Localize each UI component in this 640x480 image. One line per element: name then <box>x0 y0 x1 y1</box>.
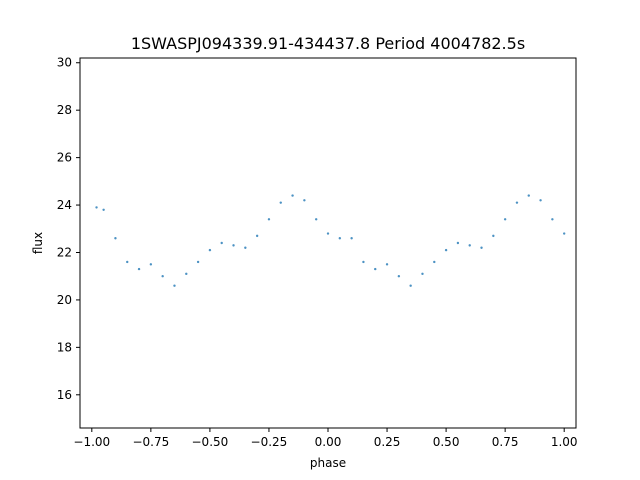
x-tick-label: −1.00 <box>73 435 110 449</box>
data-points <box>95 194 566 287</box>
data-point <box>220 241 223 245</box>
data-point <box>137 267 141 271</box>
y-axis: 16 18 20 22 24 26 28 30 <box>57 56 80 402</box>
x-tick-label: 1.00 <box>551 435 578 449</box>
data-point <box>185 272 188 276</box>
data-point <box>515 201 519 204</box>
x-tick-label: −0.50 <box>192 435 229 449</box>
y-tick-label: 18 <box>57 340 72 354</box>
data-point <box>114 237 117 240</box>
x-tick-label: 0.50 <box>433 435 460 449</box>
data-point <box>255 234 259 238</box>
data-point <box>480 246 483 249</box>
y-tick-label: 24 <box>57 198 72 212</box>
data-point <box>267 218 271 221</box>
data-point <box>338 237 342 240</box>
data-point <box>362 260 365 264</box>
y-tick-label: 20 <box>57 293 72 307</box>
chart-title: 1SWASPJ094339.91-434437.8 Period 4004782… <box>131 34 525 53</box>
data-point <box>232 244 235 247</box>
data-point <box>539 199 542 202</box>
data-point <box>468 244 471 247</box>
data-point <box>173 284 176 287</box>
x-tick-label: 0.75 <box>492 435 519 449</box>
y-axis-label: flux <box>31 232 45 254</box>
data-point <box>421 272 424 276</box>
data-point <box>492 234 495 238</box>
x-axis-label: phase <box>310 456 346 470</box>
x-tick-label: −0.25 <box>251 435 288 449</box>
data-point <box>562 232 566 235</box>
data-point <box>149 263 153 266</box>
data-point <box>244 246 247 249</box>
y-tick-label: 30 <box>57 56 72 70</box>
y-tick-label: 16 <box>57 388 72 402</box>
x-tick-label: 0.00 <box>315 435 342 449</box>
data-point <box>444 248 448 252</box>
data-point <box>527 194 530 197</box>
data-point <box>196 260 200 264</box>
x-tick-label: −0.75 <box>132 435 169 449</box>
data-point <box>303 199 306 202</box>
y-tick-label: 28 <box>57 103 72 117</box>
data-point <box>126 260 129 264</box>
data-point <box>385 263 389 266</box>
data-point <box>350 237 353 240</box>
data-point <box>374 267 377 271</box>
y-tick-label: 26 <box>57 151 72 165</box>
data-point <box>409 284 412 287</box>
data-point <box>161 275 164 278</box>
data-point <box>433 260 436 264</box>
y-tick-label: 22 <box>57 245 72 259</box>
data-point <box>291 194 294 197</box>
data-point <box>102 208 105 211</box>
data-point <box>314 218 318 221</box>
data-point <box>95 206 98 209</box>
data-point <box>208 248 212 252</box>
data-point <box>326 232 330 235</box>
data-point <box>551 218 554 221</box>
data-point <box>503 218 507 221</box>
data-point <box>456 241 460 245</box>
x-tick-label: 0.25 <box>374 435 401 449</box>
data-point <box>397 275 401 278</box>
data-point <box>279 201 282 204</box>
x-axis: −1.00 −0.75 −0.50 −0.25 0.00 0.25 0.50 0.75 1.00 <box>73 428 578 449</box>
